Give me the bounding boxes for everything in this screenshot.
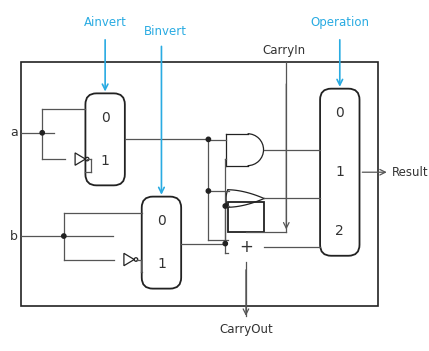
Circle shape <box>223 204 227 208</box>
Bar <box>21 62 378 306</box>
Text: CarryOut: CarryOut <box>219 323 273 336</box>
Circle shape <box>206 137 211 141</box>
FancyBboxPatch shape <box>85 93 125 185</box>
FancyBboxPatch shape <box>320 89 360 256</box>
Text: 2: 2 <box>335 224 344 238</box>
Text: 0: 0 <box>335 106 344 120</box>
Text: 1: 1 <box>157 257 166 271</box>
Text: 1: 1 <box>101 154 109 168</box>
Circle shape <box>206 189 211 193</box>
Circle shape <box>40 131 44 135</box>
Bar <box>228 202 264 232</box>
Text: 0: 0 <box>157 214 166 228</box>
Circle shape <box>62 234 66 238</box>
Text: Ainvert: Ainvert <box>84 16 127 29</box>
Text: Result: Result <box>391 166 428 179</box>
Circle shape <box>223 241 227 246</box>
Text: Binvert: Binvert <box>144 25 187 38</box>
FancyBboxPatch shape <box>142 197 181 289</box>
Text: 1: 1 <box>335 165 344 179</box>
Text: b: b <box>10 230 18 243</box>
Text: Operation: Operation <box>310 16 369 29</box>
Text: 0: 0 <box>101 111 109 125</box>
Text: CarryIn: CarryIn <box>263 44 306 57</box>
Text: a: a <box>10 126 18 139</box>
Text: +: + <box>239 238 253 256</box>
